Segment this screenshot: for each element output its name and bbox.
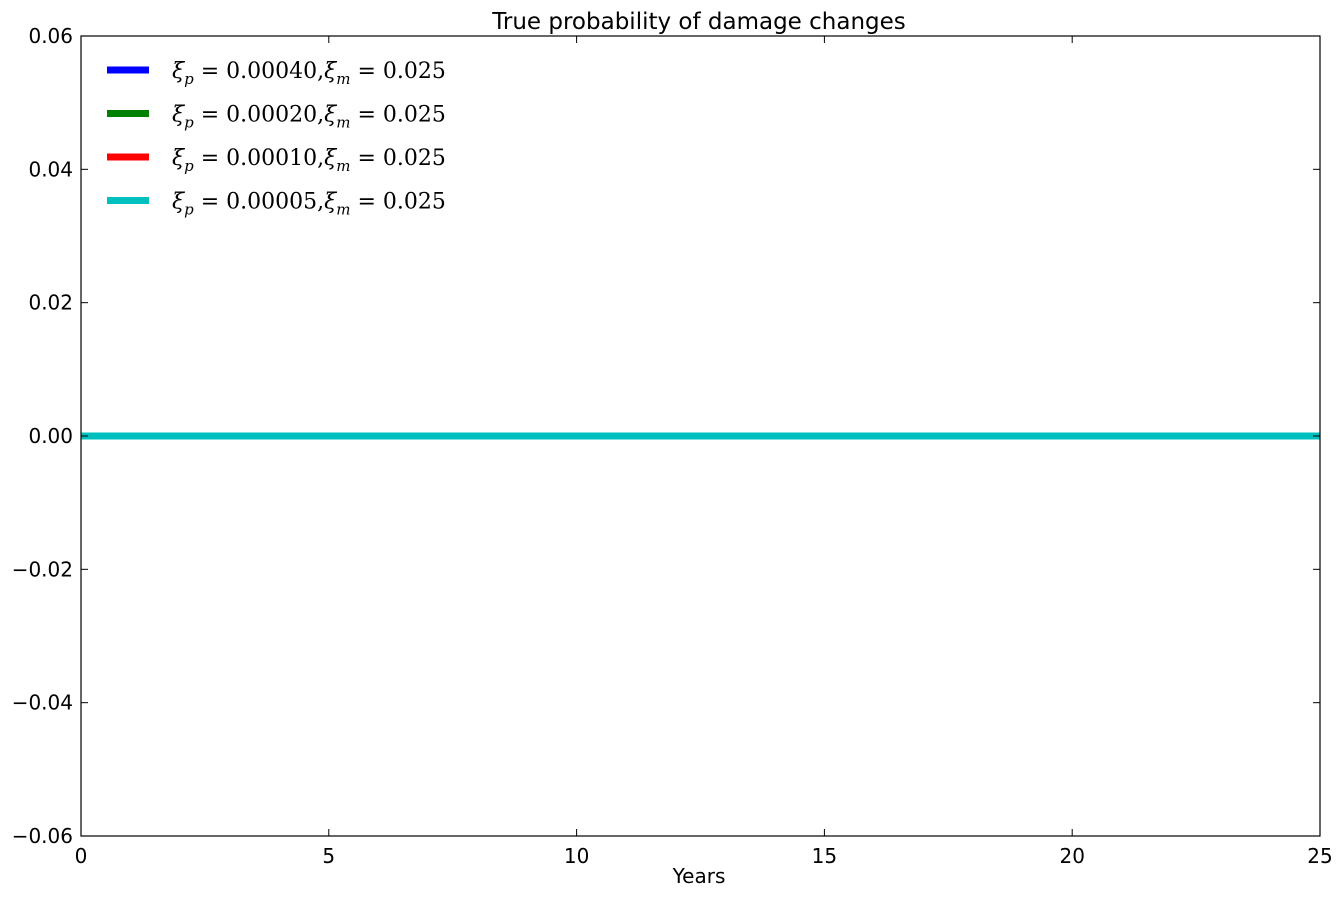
x-tick-label: 15 [812, 844, 837, 868]
x-tick-label: 5 [322, 844, 335, 868]
legend-entry-label: ξp = 0.00005,ξm = 0.025 [172, 190, 446, 219]
y-tick-label: −0.04 [12, 691, 73, 715]
y-tick-label: −0.06 [12, 824, 73, 848]
legend: ξp = 0.00040,ξm = 0.025 ξp = 0.00020,ξm =… [107, 59, 446, 219]
y-tick-label: 0.04 [28, 157, 73, 181]
x-tick-label: 0 [75, 844, 88, 868]
chart-title: True probability of damage changes [491, 9, 906, 35]
legend-entry-label: ξp = 0.00040,ξm = 0.025 [172, 59, 446, 88]
x-tick-label: 25 [1307, 844, 1332, 868]
axis-ticks: 0 5 10 15 20 25 −0.06 −0.04 −0.02 0.00 0.02 0.04 0.0… [12, 24, 1333, 868]
plot-frame [80, 35, 1321, 837]
y-tick-label: 0.06 [28, 24, 73, 48]
legend-entry-label: ξp = 0.00020,ξm = 0.025 [172, 103, 446, 132]
x-axis-label: Years [672, 864, 726, 888]
y-tick-label: 0.00 [28, 424, 73, 448]
y-tick-label: −0.02 [12, 557, 73, 581]
x-tick-label: 20 [1059, 844, 1084, 868]
y-tick-label: 0.02 [28, 291, 73, 315]
legend-entry-label: ξp = 0.00010,ξm = 0.025 [172, 146, 446, 175]
x-tick-label: 10 [564, 844, 589, 868]
